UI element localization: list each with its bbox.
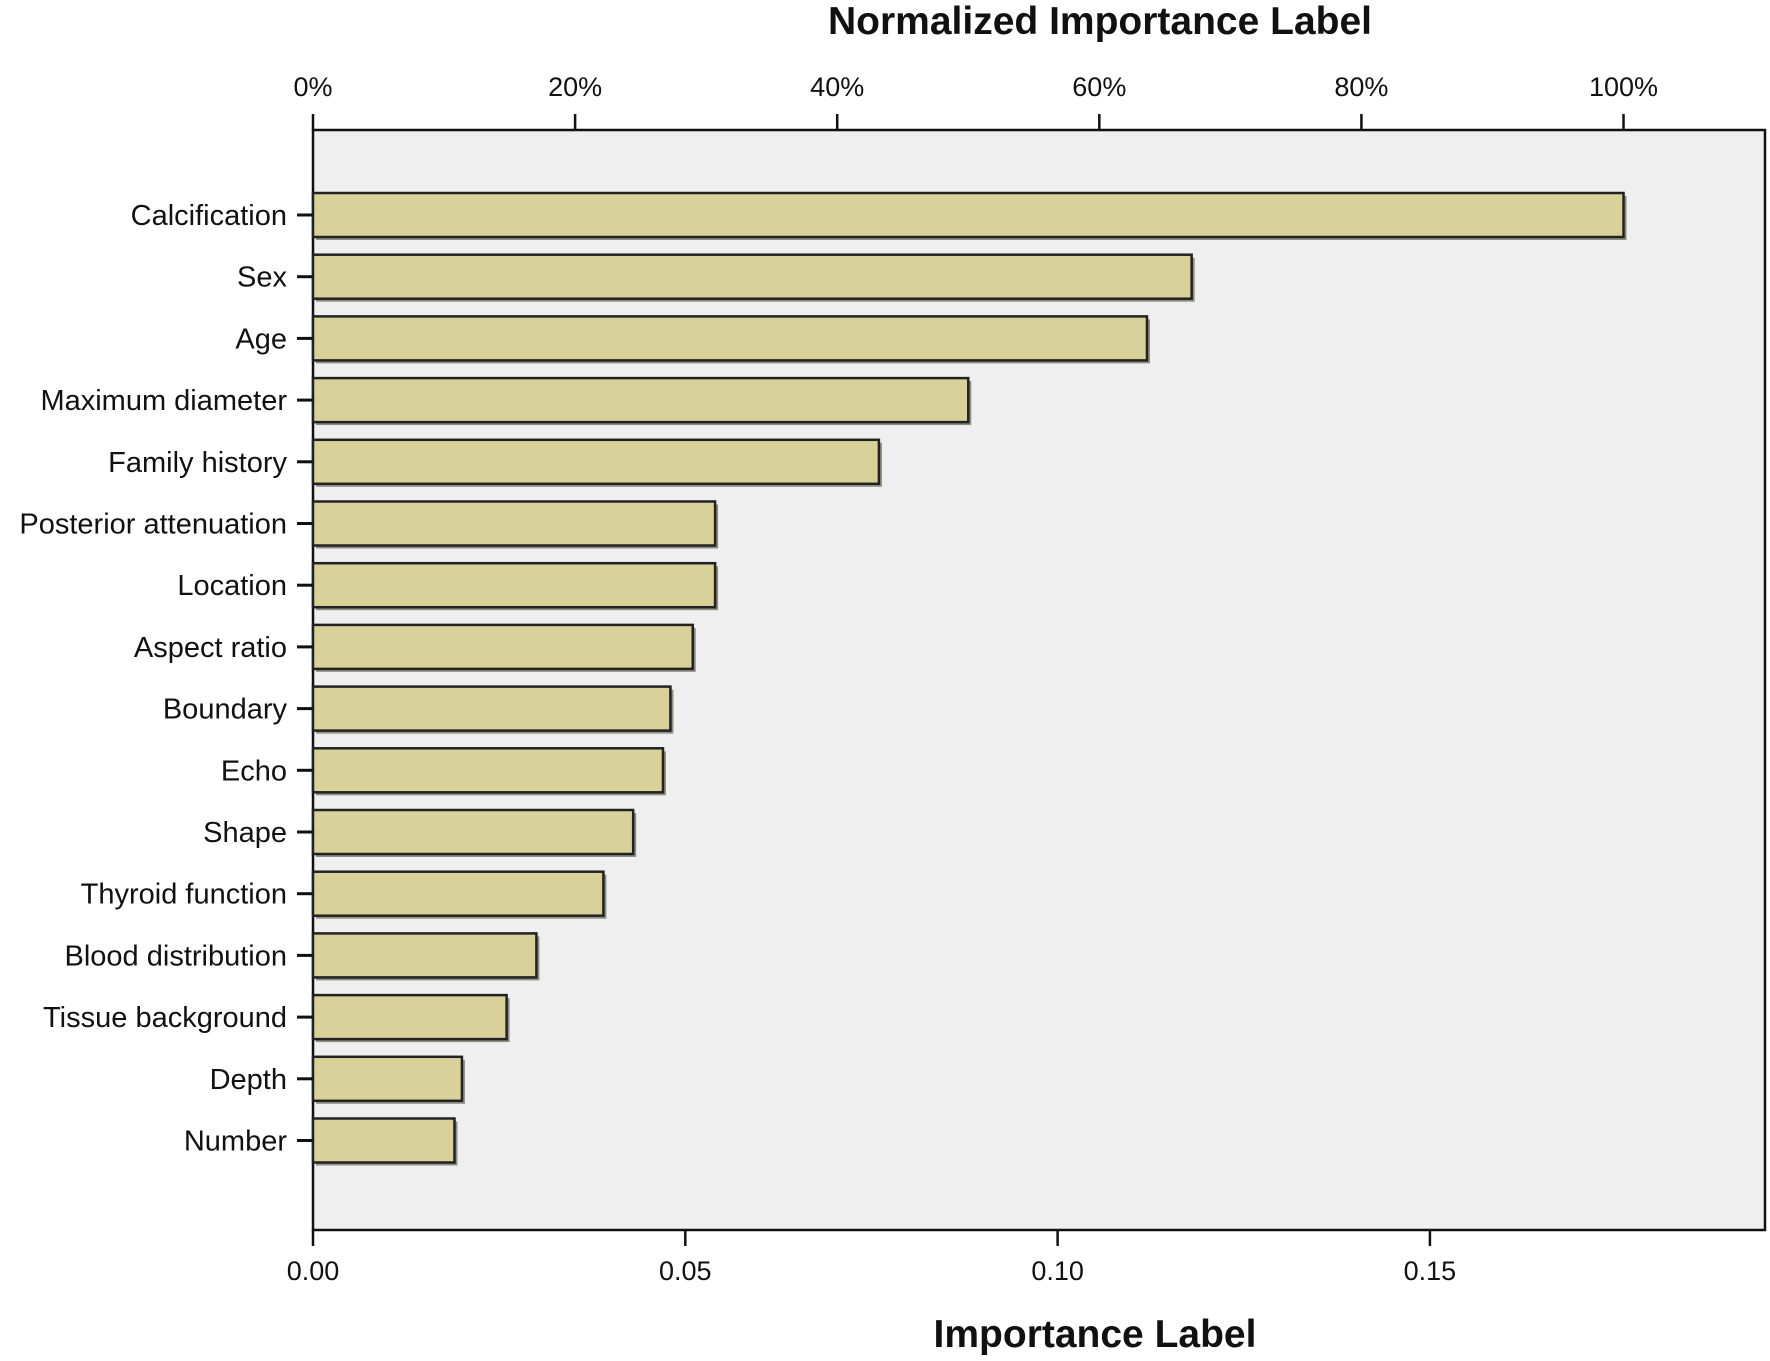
bar-blood-distribution (311, 932, 538, 979)
bar-shape (311, 808, 635, 856)
bar-number (311, 1117, 456, 1164)
bar-boundary (311, 685, 672, 732)
category-label: Aspect ratio (134, 632, 287, 664)
bottom-tick-label: 0.00 (287, 1256, 340, 1286)
category-label: Blood distribution (65, 940, 287, 972)
bar-location (311, 561, 717, 609)
bar-calcification (311, 191, 1625, 239)
category-label: Boundary (163, 694, 288, 726)
category-label: Posterior attenuation (19, 509, 287, 541)
category-label: Sex (237, 262, 287, 294)
bottom-tick-label: 0.05 (659, 1256, 712, 1286)
category-label: Number (184, 1126, 287, 1158)
bottom-tick-label: 0.15 (1404, 1256, 1457, 1286)
bar-aspect-ratio (311, 623, 695, 671)
top-axis: 0% 20% 40% 60% 80% 100% (293, 72, 1658, 130)
top-tick-label: 60% (1072, 72, 1126, 102)
bar-age (311, 315, 1149, 362)
top-tick-label: 40% (810, 72, 864, 102)
category-label: Thyroid function (81, 879, 287, 911)
top-tick-label: 0% (293, 72, 332, 102)
category-label: Family history (108, 447, 287, 479)
bar-echo (311, 747, 665, 794)
bar-family-history (311, 438, 881, 486)
top-tick-label: 20% (548, 72, 602, 102)
bars-group (311, 191, 1627, 1166)
bottom-axis: 0.00 0.05 0.10 0.15 (287, 1230, 1456, 1286)
plot-area (311, 128, 1767, 1232)
category-label: Shape (203, 817, 287, 849)
category-label: Location (177, 570, 287, 602)
category-label: Calcification (131, 200, 287, 232)
top-axis-title: Normalized Importance Label (828, 0, 1372, 43)
bottom-axis-title: Importance Label (934, 1313, 1257, 1356)
category-label: Age (235, 323, 287, 355)
top-tick-label: 100% (1589, 72, 1658, 102)
bottom-tick-label: 0.10 (1031, 1256, 1084, 1286)
bar-tissue-background (311, 993, 508, 1041)
category-label: Echo (221, 755, 287, 787)
category-label: Tissue background (43, 1002, 287, 1034)
bar-depth (311, 1055, 464, 1103)
category-label: Maximum diameter (40, 385, 287, 417)
bar-maximum-diameter (311, 376, 970, 424)
category-label: Depth (210, 1064, 287, 1096)
top-tick-label: 80% (1334, 72, 1388, 102)
bar-thyroid-function (311, 870, 605, 917)
category-labels-group: Calcification Sex Age Maximum diameter Famil… (19, 200, 313, 1158)
bar-sex (311, 253, 1193, 300)
bar-posterior-attenuation (311, 500, 717, 547)
